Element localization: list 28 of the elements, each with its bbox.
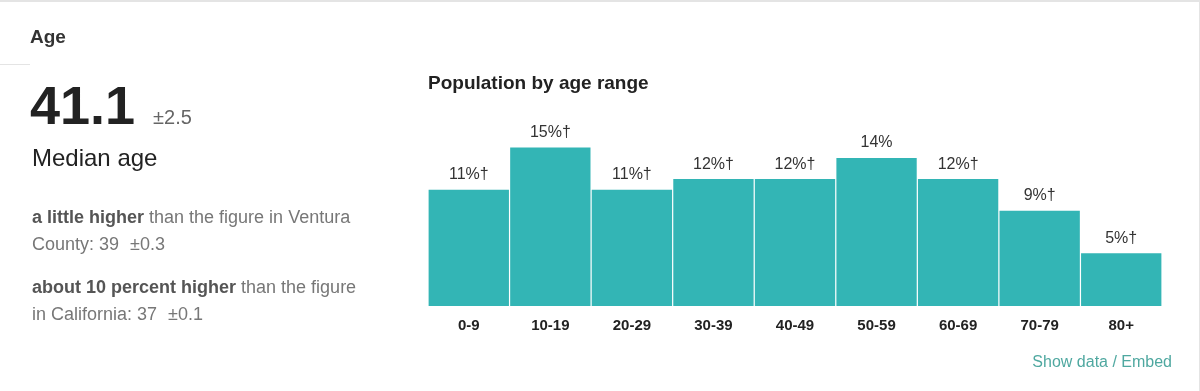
x-tick-label: 20-29 — [612, 316, 652, 334]
text: a little higher — [32, 207, 145, 227]
text: ±0.3 — [130, 234, 165, 254]
text: Median age — [32, 144, 158, 172]
data-label: 12%† — [774, 154, 816, 172]
data-label: 5%† — [1105, 228, 1138, 246]
text: Show data / Embed — [1032, 353, 1172, 371]
data-label: 9%† — [1023, 186, 1056, 204]
data-label: 11%† — [448, 165, 489, 183]
data-label: 12%† — [937, 154, 979, 172]
x-tick-label: 50-59 — [857, 316, 896, 334]
x-tick-label: 80+ — [1108, 316, 1135, 334]
x-tick-label: 0-9 — [457, 316, 480, 334]
text: 41.1 — [30, 75, 136, 135]
chart-title: Population by age range — [428, 71, 649, 93]
text: ±2.5 — [153, 106, 192, 128]
data-label: 15%† — [529, 122, 571, 140]
data-label: 14% — [860, 133, 893, 151]
text: Age — [30, 26, 66, 48]
x-tick-label: 10-19 — [531, 316, 570, 334]
data-label: 12%† — [692, 154, 734, 172]
text: about 10 percent higher — [32, 277, 237, 297]
x-tick-label: 60-69 — [938, 316, 978, 334]
data-label: 11%† — [612, 165, 652, 183]
x-tick-label: 70-79 — [1020, 316, 1059, 334]
text: ±0.1 — [168, 304, 203, 324]
x-tick-label: 30-39 — [694, 316, 733, 334]
x-tick-label: 40-49 — [775, 316, 815, 334]
